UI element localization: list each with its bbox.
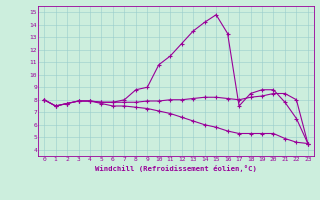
X-axis label: Windchill (Refroidissement éolien,°C): Windchill (Refroidissement éolien,°C) <box>95 165 257 172</box>
